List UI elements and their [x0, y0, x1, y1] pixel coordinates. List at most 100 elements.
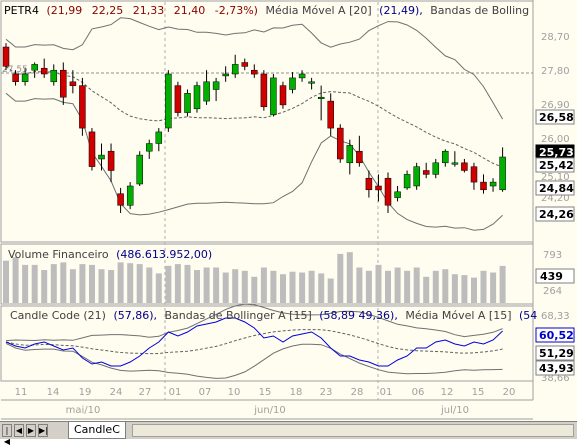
volume-bar[interactable] [146, 267, 153, 304]
candle[interactable] [117, 193, 124, 206]
volume-bar[interactable] [432, 270, 439, 303]
volume-bar[interactable] [117, 262, 124, 303]
candle[interactable] [60, 69, 67, 98]
volume-bar[interactable] [79, 264, 86, 303]
candle[interactable] [212, 81, 220, 90]
candle[interactable] [107, 150, 115, 171]
candle[interactable] [31, 64, 38, 71]
volume-bar[interactable] [22, 264, 29, 303]
candle[interactable] [327, 100, 334, 129]
candle[interactable] [384, 177, 392, 206]
candle[interactable] [79, 85, 86, 129]
candle[interactable] [394, 191, 401, 198]
candle[interactable] [279, 85, 287, 106]
chart-canvas[interactable]: 27,55 PETR4 (21,99 22,25 21,33 21,40 -2,… [0, 0, 577, 421]
candle[interactable] [470, 166, 478, 183]
candle[interactable] [136, 154, 143, 185]
candle[interactable] [12, 73, 19, 82]
candle[interactable] [461, 162, 468, 171]
candle-code-line[interactable] [5, 317, 503, 367]
volume-bar[interactable] [3, 260, 9, 303]
candle[interactable] [165, 73, 172, 129]
volume-bar[interactable] [404, 270, 411, 303]
candle[interactable] [308, 81, 315, 84]
volume-bar[interactable] [31, 264, 38, 303]
volume-bar[interactable] [222, 272, 229, 304]
candle[interactable] [203, 81, 210, 102]
volume-bar[interactable] [251, 276, 258, 303]
prev-sheet-button[interactable]: ◀ [14, 424, 24, 437]
volume-bar[interactable] [213, 267, 220, 304]
candle[interactable] [499, 156, 506, 191]
volume-bar[interactable] [108, 270, 115, 303]
candle[interactable] [88, 131, 96, 167]
volume-bar[interactable] [299, 272, 306, 304]
candle[interactable] [2, 46, 10, 67]
candle[interactable] [317, 96, 325, 99]
volume-bar[interactable] [69, 269, 76, 303]
candle[interactable] [251, 69, 258, 75]
volume-bar[interactable] [89, 264, 95, 303]
tab-candlec[interactable]: CandleC [68, 422, 126, 439]
volume-bar[interactable] [241, 270, 248, 303]
volume-bar[interactable] [442, 269, 449, 303]
candle[interactable] [356, 150, 363, 164]
volume-bar[interactable] [394, 267, 401, 304]
candle[interactable] [40, 67, 48, 75]
volume-bar[interactable] [280, 274, 286, 303]
volume-bar[interactable] [490, 272, 497, 304]
candle[interactable] [184, 93, 191, 113]
candle[interactable] [432, 162, 440, 175]
volume-bar[interactable] [270, 270, 277, 303]
volume-bar[interactable] [155, 273, 162, 303]
volume-bar[interactable] [12, 257, 19, 303]
volume-bar[interactable] [127, 263, 134, 303]
volume-bar[interactable] [375, 264, 382, 303]
candle[interactable] [50, 69, 58, 83]
candle[interactable] [155, 131, 163, 144]
candle[interactable] [375, 185, 382, 191]
horizontal-scrollbar[interactable] [132, 424, 574, 437]
first-sheet-button[interactable]: |◀ [2, 424, 12, 446]
volume-bar[interactable] [413, 267, 420, 304]
volume-bar[interactable] [41, 270, 48, 303]
candle[interactable] [337, 127, 344, 160]
candle[interactable] [69, 81, 77, 86]
candle[interactable] [289, 77, 296, 90]
candle[interactable] [126, 185, 134, 206]
volume-bar[interactable] [174, 264, 181, 303]
next-sheet-button[interactable]: ▶ [26, 424, 36, 437]
candle[interactable] [480, 181, 487, 191]
candle[interactable] [365, 177, 373, 191]
volume-bar[interactable] [365, 270, 372, 303]
candle[interactable] [489, 181, 497, 187]
volume-bar[interactable] [385, 270, 391, 303]
candle[interactable] [222, 73, 229, 77]
candle[interactable] [346, 145, 354, 164]
volume-bar[interactable] [165, 265, 172, 303]
candle[interactable] [413, 166, 420, 187]
volume-bar[interactable] [480, 270, 487, 303]
volume-bar[interactable] [356, 267, 363, 304]
candle[interactable] [21, 73, 29, 82]
candle[interactable] [298, 73, 306, 79]
candle[interactable] [422, 170, 430, 175]
volume-bar[interactable] [289, 271, 296, 303]
candle[interactable] [451, 162, 459, 165]
candle[interactable] [442, 150, 449, 164]
volume-bar[interactable] [471, 277, 477, 303]
volume-bar[interactable] [60, 262, 67, 303]
candle[interactable] [241, 62, 249, 67]
volume-bar[interactable] [50, 264, 57, 303]
candle[interactable] [174, 85, 182, 113]
volume-bar[interactable] [327, 278, 334, 304]
volume-bar[interactable] [184, 264, 191, 303]
volume-bar[interactable] [318, 273, 325, 303]
volume-bar[interactable] [499, 265, 506, 303]
volume-bar[interactable] [308, 270, 315, 303]
candle[interactable] [403, 174, 411, 189]
candle[interactable] [98, 154, 105, 160]
volume-bar[interactable] [461, 275, 468, 303]
volume-bar[interactable] [136, 264, 143, 303]
volume-bar[interactable] [337, 253, 344, 303]
